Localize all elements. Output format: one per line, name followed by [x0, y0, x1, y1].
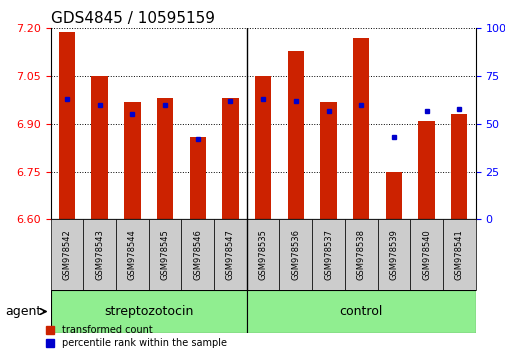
Bar — [189, 137, 206, 219]
Bar — [124, 102, 140, 219]
Bar — [344, 219, 377, 290]
Bar — [312, 219, 344, 290]
Bar — [255, 76, 271, 219]
Bar — [116, 219, 148, 290]
Bar — [418, 121, 434, 219]
Bar — [222, 98, 238, 219]
Bar — [320, 102, 336, 219]
Bar — [287, 51, 304, 219]
Text: GDS4845 / 10595159: GDS4845 / 10595159 — [50, 11, 214, 26]
Bar — [410, 219, 442, 290]
Bar — [442, 219, 475, 290]
Bar — [385, 172, 401, 219]
Text: control: control — [339, 305, 382, 318]
Text: agent: agent — [5, 305, 41, 318]
Text: GSM978545: GSM978545 — [160, 229, 169, 280]
Bar — [279, 219, 312, 290]
Bar — [148, 219, 181, 290]
Bar — [246, 219, 279, 290]
Text: GSM978542: GSM978542 — [62, 229, 71, 280]
Bar — [352, 38, 369, 219]
Text: GSM978540: GSM978540 — [421, 229, 430, 280]
Bar — [59, 32, 75, 219]
Bar — [450, 114, 467, 219]
Text: streptozotocin: streptozotocin — [104, 305, 193, 318]
Bar — [157, 98, 173, 219]
Legend: transformed count, percentile rank within the sample: transformed count, percentile rank withi… — [45, 324, 227, 349]
Text: GSM978538: GSM978538 — [356, 229, 365, 280]
Bar — [246, 290, 475, 333]
Bar — [91, 76, 108, 219]
Bar — [83, 219, 116, 290]
Bar — [50, 290, 246, 333]
Text: GSM978536: GSM978536 — [291, 229, 300, 280]
Bar — [50, 219, 83, 290]
Bar — [181, 219, 214, 290]
Text: GSM978544: GSM978544 — [128, 229, 136, 280]
Text: GSM978535: GSM978535 — [258, 229, 267, 280]
Bar — [214, 219, 246, 290]
Text: GSM978541: GSM978541 — [454, 229, 463, 280]
Text: GSM978537: GSM978537 — [323, 229, 332, 280]
Text: GSM978547: GSM978547 — [225, 229, 234, 280]
Text: GSM978543: GSM978543 — [95, 229, 104, 280]
Text: GSM978539: GSM978539 — [389, 229, 397, 280]
Text: GSM978546: GSM978546 — [193, 229, 202, 280]
Bar — [377, 219, 410, 290]
